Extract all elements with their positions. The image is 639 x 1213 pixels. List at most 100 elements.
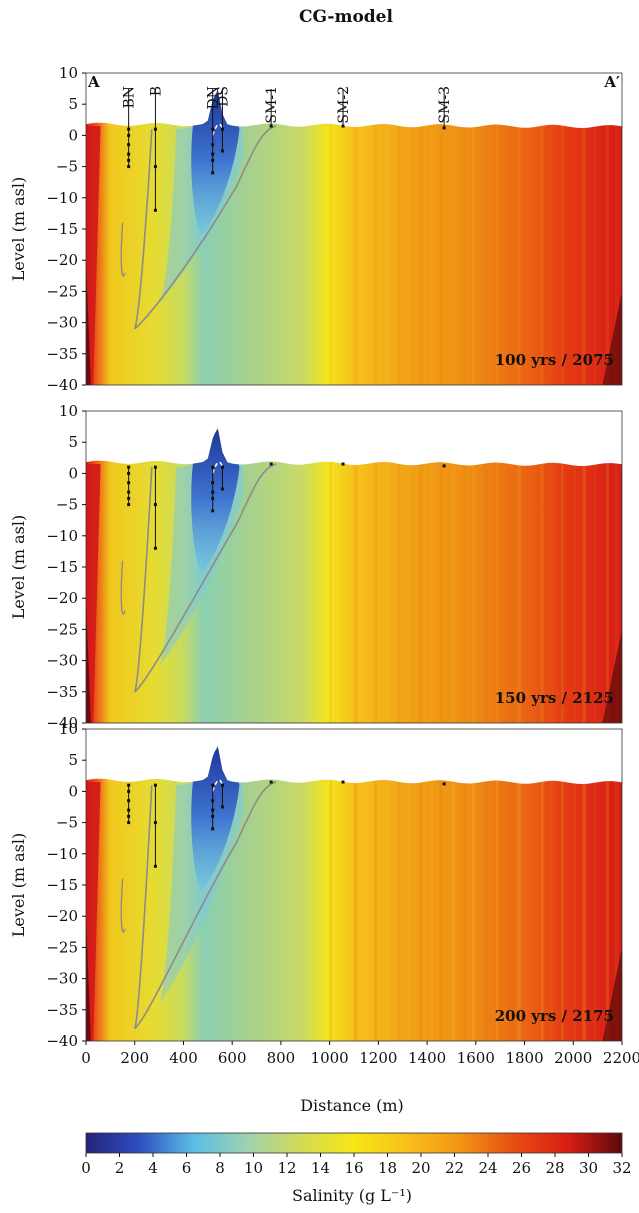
y-axis-label: Level (m asl)	[9, 177, 28, 281]
well-screen-marker	[442, 126, 446, 130]
well-label: BN	[122, 86, 138, 109]
salinity-streak	[573, 745, 577, 1041]
water-table-line	[211, 123, 224, 136]
salinity-streak	[549, 427, 554, 723]
well-label: SM-2	[336, 86, 352, 124]
well-screen-marker	[211, 814, 215, 818]
colorbar-tick-label: 10	[244, 1159, 263, 1177]
y-axis-label: Level (m asl)	[9, 515, 28, 619]
colorbar-tick-label: 24	[478, 1159, 497, 1177]
colorbar-tick-label: 22	[445, 1159, 464, 1177]
colorbar-tick-label: 2	[115, 1159, 125, 1177]
y-tick-label: −25	[46, 938, 78, 956]
salinity-streak	[528, 89, 531, 385]
salinity-streak	[528, 427, 531, 723]
salinity-streak	[540, 427, 544, 723]
salinity-streak	[582, 89, 587, 385]
x-tick-label: 400	[169, 1049, 198, 1067]
salinity-streak	[627, 73, 629, 385]
well-screen-marker	[127, 481, 131, 485]
salinity-streak	[496, 745, 499, 1041]
salinity-contour	[133, 125, 277, 330]
y-tick-label: −35	[46, 345, 78, 363]
x-tick-label: 1000	[311, 1049, 349, 1067]
salinity-streak	[484, 427, 489, 723]
well-screen-marker	[220, 465, 224, 469]
colorbar-tick-label: 4	[148, 1159, 158, 1177]
well-screen-marker	[220, 783, 224, 787]
y-tick-label: −30	[46, 314, 78, 332]
salinity-streak	[430, 745, 433, 1041]
salinity-streak	[451, 89, 456, 385]
well-screen-marker	[127, 496, 131, 500]
well-screen-marker	[127, 471, 131, 475]
well-label: SM-1	[264, 86, 280, 124]
colorbar-tick-label: 20	[411, 1159, 430, 1177]
salinity-streak	[341, 427, 345, 723]
y-tick-label: 0	[68, 126, 78, 144]
salinity-streak	[496, 89, 499, 385]
salinity-streak	[605, 745, 609, 1041]
water-table-line	[211, 779, 224, 792]
x-tick-label: 1600	[457, 1049, 495, 1067]
salinity-streak	[430, 89, 433, 385]
y-tick-label: −5	[56, 814, 78, 832]
salinity-streak	[484, 745, 489, 1041]
y-tick-label: −40	[46, 376, 78, 394]
colorbar-tick-label: 12	[277, 1159, 296, 1177]
salinity-streak	[353, 427, 358, 723]
well-screen-marker	[127, 152, 131, 156]
x-tick-label: 200	[120, 1049, 149, 1067]
y-tick-label: −5	[56, 496, 78, 514]
salinity-streak	[582, 745, 587, 1041]
well-screen-marker	[211, 171, 215, 175]
well-label: SM-3	[437, 86, 453, 124]
salinity-contour	[133, 463, 277, 693]
salinity-streak	[341, 745, 345, 1041]
salinity-streak	[540, 745, 544, 1041]
colorbar-tick-label: 26	[512, 1159, 531, 1177]
well-screen-marker	[341, 462, 345, 466]
well-screen-marker	[153, 864, 157, 868]
colorbar-tick-label: 16	[344, 1159, 363, 1177]
salinity-streak	[573, 427, 577, 723]
y-tick-label: 0	[68, 464, 78, 482]
salinity-streak	[561, 745, 564, 1041]
salinity-streak	[365, 427, 368, 723]
saline-wedge-dark	[86, 260, 91, 385]
saline-wedge-right	[602, 947, 622, 1041]
salinity-streak	[614, 427, 619, 723]
x-tick-label: 0	[81, 1049, 91, 1067]
saline-wedge	[86, 126, 101, 385]
y-tick-label: 0	[68, 782, 78, 800]
salinity-streak	[516, 745, 521, 1041]
salinity-streak	[398, 89, 401, 385]
salinity-streak	[463, 427, 466, 723]
well-screen-marker	[153, 546, 157, 550]
y-tick-label: −40	[46, 1032, 78, 1050]
salinity-streak	[398, 427, 401, 723]
well-screen-marker	[127, 127, 131, 131]
salinity-streak	[605, 427, 609, 723]
salinity-streak	[593, 745, 596, 1041]
colorbar-tick-label: 32	[612, 1159, 631, 1177]
colorbar-tick-label: 6	[182, 1159, 192, 1177]
salinity-streak	[507, 89, 511, 385]
salinity-streak	[386, 745, 391, 1041]
well-screen-marker	[127, 465, 131, 469]
well-screen-marker	[127, 808, 131, 812]
colorbar-tick-label: 8	[215, 1159, 225, 1177]
salinity-streak	[472, 427, 476, 723]
salinity-streak	[386, 427, 391, 723]
x-tick-label: 600	[218, 1049, 247, 1067]
well-screen-marker	[153, 821, 157, 825]
well-screen-marker	[127, 821, 131, 825]
salinity-streak	[614, 745, 619, 1041]
x-tick-label: 2200	[603, 1049, 639, 1067]
saline-wedge-right	[602, 291, 622, 385]
salinity-streak	[507, 745, 511, 1041]
well-label: DS	[215, 86, 231, 107]
salinity-streak	[593, 427, 596, 723]
salinity-streak	[341, 89, 345, 385]
